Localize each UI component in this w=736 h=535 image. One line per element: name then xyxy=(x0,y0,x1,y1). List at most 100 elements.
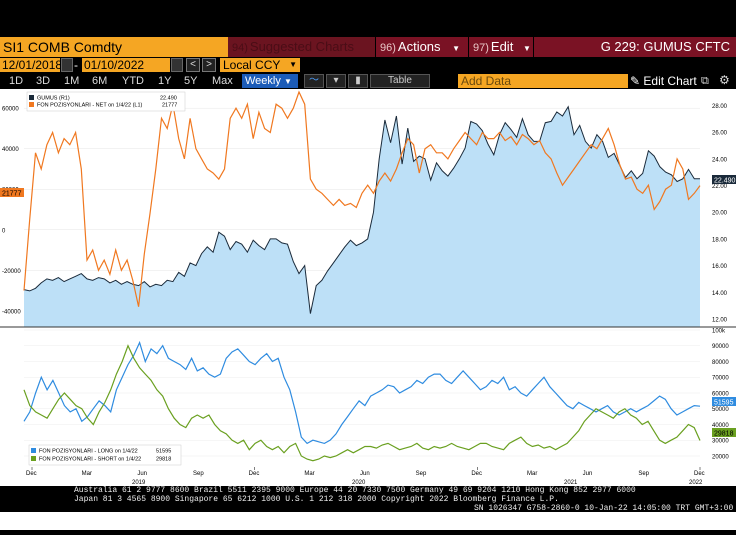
short-legend-value: 29818 xyxy=(156,457,171,463)
x-month-label: Mar xyxy=(82,471,92,477)
long-legend-swatch xyxy=(31,448,36,453)
left-tick-label: -40000 xyxy=(2,309,21,315)
long-line xyxy=(23,340,701,445)
short-line xyxy=(23,344,701,462)
bottom-tick-label: 70000 xyxy=(712,376,729,382)
frequency-label: Weekly xyxy=(245,75,281,87)
frequency-dropdown-icon: ▼ xyxy=(283,77,292,86)
top-legend-box xyxy=(26,91,186,112)
net-legend-swatch xyxy=(29,102,34,107)
suggested-charts-button[interactable]: 94) Suggested Charts xyxy=(228,37,375,57)
left-tick-label: 60000 xyxy=(2,107,19,113)
currency-select[interactable]: Local CCY ▼ xyxy=(220,58,300,72)
bottom-panel-grid xyxy=(24,329,700,457)
x-month-label: Mar xyxy=(304,471,314,477)
gumus-line xyxy=(23,105,700,314)
start-calendar-icon[interactable] xyxy=(61,58,73,72)
actions-dropdown-icon: ▼ xyxy=(452,44,461,53)
edit-number: 97) xyxy=(473,42,489,54)
period-3d[interactable]: 3D xyxy=(36,75,51,87)
line-chart-icon[interactable]: 〜 xyxy=(304,74,324,88)
date-separator: - xyxy=(74,58,78,72)
bottom-tick-label: 20000 xyxy=(712,454,729,460)
bottom-right-axis-ticks: 100k 90000 80000 70000 60000 50000 40000 30000 2… xyxy=(712,329,729,461)
left-tick-label: 0 xyxy=(2,228,6,234)
right-tick-label: 12.00 xyxy=(712,317,728,323)
copy-icon[interactable]: ⧉ xyxy=(701,75,709,87)
chart-svg: 6000040000200000-20000-40000 28.0026.002… xyxy=(0,89,736,530)
gumus-area xyxy=(24,106,700,327)
gear-icon[interactable]: ⚙ xyxy=(719,73,730,87)
right-tick-label: 14.00 xyxy=(712,291,728,297)
gumus-last-tag xyxy=(712,175,736,184)
x-month-label: Jun xyxy=(137,471,147,477)
actions-label: Actions xyxy=(397,39,441,54)
end-calendar-icon[interactable] xyxy=(171,58,183,72)
add-data-input[interactable]: Add Data xyxy=(458,74,628,88)
edit-chart-button[interactable]: ✎ Edit Chart xyxy=(630,74,698,88)
gumus-legend-value: 22.490 xyxy=(160,96,177,102)
right-tick-label: 28.00 xyxy=(712,104,728,110)
period-max[interactable]: Max xyxy=(212,75,233,87)
left-tick-label: -20000 xyxy=(2,269,21,275)
start-date-input[interactable]: 12/01/2018 xyxy=(0,58,63,72)
footer: Australia 61 2 9777 8600 Brazil 5511 239… xyxy=(0,486,736,513)
period-1d[interactable]: 1D xyxy=(9,75,24,87)
gumus-legend-swatch xyxy=(29,95,34,100)
right-tick-label: 18.00 xyxy=(712,237,728,243)
bottom-tick-label: 90000 xyxy=(712,344,729,350)
end-date-input[interactable]: 01/10/2022 xyxy=(82,58,170,72)
ticker-field[interactable]: SI1 COMB Comdty xyxy=(0,37,228,57)
short-legend-swatch xyxy=(31,456,36,461)
prev-period-icon[interactable]: < xyxy=(186,58,200,72)
right-tick-label: 24.00 xyxy=(712,157,728,163)
x-year-label: 2021 xyxy=(564,480,578,486)
period-5y[interactable]: 5Y xyxy=(184,75,198,87)
x-month-label: Sep xyxy=(193,471,204,477)
long-last-value: 51595 xyxy=(714,400,734,407)
edit-menu-button[interactable]: 97) Edit ▼ xyxy=(469,37,533,57)
x-month-label: Sep xyxy=(638,471,649,477)
short-legend-label: FON POZISYONLARI - SHORT on 1/4/22 xyxy=(39,457,141,463)
net-line xyxy=(23,90,701,307)
x-month-label: Dec xyxy=(249,471,260,477)
x-month-label: Dec xyxy=(694,471,705,477)
actions-menu-button[interactable]: 96) Actions ▼ xyxy=(376,37,468,57)
x-month-label: Dec xyxy=(26,471,37,477)
chart-area: 6000040000200000-20000-40000 28.0026.002… xyxy=(0,89,736,530)
net-last-tag xyxy=(0,188,24,197)
frequency-select[interactable]: Weekly ▼ xyxy=(242,74,298,88)
long-legend-value: 51595 xyxy=(156,449,171,455)
period-1m[interactable]: 1M xyxy=(64,75,80,87)
x-year-label: 2019 xyxy=(132,480,146,486)
chart-type-dropdown-icon[interactable]: ▾ xyxy=(326,74,346,88)
next-period-icon[interactable]: > xyxy=(202,58,216,72)
period-6m[interactable]: 6M xyxy=(92,75,108,87)
right-axis-ticks: 28.00 26.00 24.00 22.00 20.00 18.00 16.00 14.00… xyxy=(712,104,728,324)
long-last-tag xyxy=(712,397,736,406)
x-month-label: Jun xyxy=(360,471,370,477)
period-1y[interactable]: 1Y xyxy=(158,75,172,87)
edit-chart-label: Edit Chart xyxy=(643,74,697,88)
bottom-tick-label: 30000 xyxy=(712,439,729,445)
period-ytd[interactable]: YTD xyxy=(122,75,144,87)
bottom-tick-label: 50000 xyxy=(712,407,729,413)
footer-line-2: Japan 81 3 4565 8900 Singapore 65 6212 1… xyxy=(74,495,559,504)
right-tick-label: 22.00 xyxy=(712,184,728,190)
short-last-value: 29818 xyxy=(714,431,734,438)
pencil-icon: ✎ xyxy=(630,74,641,88)
bar-chart-icon[interactable]: ▮ xyxy=(348,74,368,88)
edit-dropdown-icon: ▼ xyxy=(522,44,531,53)
net-last-value: 21777 xyxy=(2,191,22,198)
top-legend: GUMUS (R1) 22.490 FON POZISYONLARI - NET… xyxy=(26,91,186,112)
x-year-label: 2020 xyxy=(352,480,366,486)
left-tick-label: 40000 xyxy=(2,147,19,153)
bottom-tick-label: 80000 xyxy=(712,360,729,366)
table-button[interactable]: Table xyxy=(370,74,430,88)
x-month-label: Dec xyxy=(471,471,482,477)
actions-number: 96) xyxy=(380,42,396,54)
x-axis-labels: Dec Mar Jun Sep Dec Mar Jun Sep Dec Mar Jun Sep Dec 2… xyxy=(26,467,705,486)
suggested-charts-label: Suggested Charts xyxy=(249,39,354,54)
bottom-tick-label: 60000 xyxy=(712,391,729,397)
long-legend-label: FON POZISYONLARI - LONG on 1/4/22 xyxy=(39,449,138,455)
